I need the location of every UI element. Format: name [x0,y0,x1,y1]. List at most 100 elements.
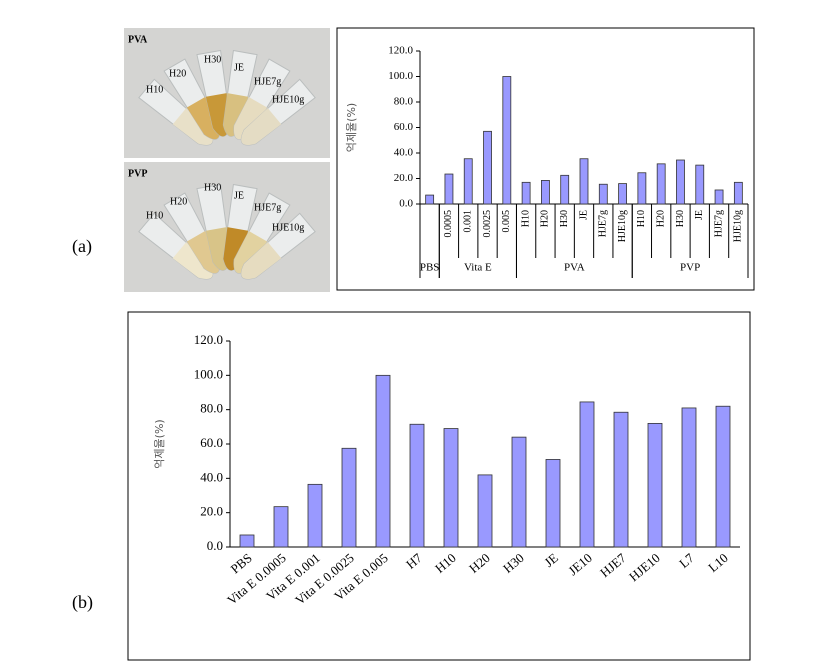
x-tick-label: H20 [655,210,666,227]
x-tick-label: L10 [705,550,731,575]
x-tick-label: HJE7 [597,550,629,580]
tube-liquid [241,108,282,145]
chart-frame [127,311,751,661]
bar [733,181,743,205]
panel-label: (b) [72,592,93,613]
x-tick-label: PBS [227,550,254,576]
bar [579,158,589,205]
bar [375,374,391,548]
y-tick-label: 20.0 [200,504,223,519]
x-tick-label: HJE10g [617,210,628,242]
bar [463,158,473,205]
tube-liquid [241,242,282,279]
bar [560,174,570,205]
tube-liquid [186,97,221,140]
tube-label: H30 [204,54,221,65]
y-tick-label: 120.0 [194,332,223,347]
tube-label: JE [234,190,244,201]
bar [681,407,697,548]
bar [647,422,663,548]
x-tick-label: HJE7g [713,210,724,237]
x-tick-label: 0.005 [501,210,512,233]
tube-label: HJE10g [272,94,304,105]
x-tick-label: H20 [540,210,551,227]
y-tick-label: 60.0 [394,121,414,133]
y-tick-label: 100.0 [194,366,223,381]
bar [613,411,629,548]
bar [409,423,425,548]
bar [239,534,255,548]
bar [307,483,323,548]
y-tick-label: 40.0 [394,147,414,159]
photo: PVA H10 H20 H30 JE HJE7g HJE10g [124,28,330,158]
bar [618,183,627,205]
bar [502,76,512,205]
tube-liquid [172,108,213,145]
panel-label: (a) [72,236,92,257]
y-tick-label: 60.0 [200,435,223,450]
bar [444,173,454,205]
x-tick-label: H30 [559,210,570,227]
tube-liquid [172,242,213,279]
bar [714,189,724,205]
x-tick-label: H20 [466,550,493,576]
y-tick-label: 40.0 [200,469,223,484]
tube-label: HJE7g [254,202,281,213]
bar [656,163,666,205]
group-label: PVP [680,262,700,274]
tube-liquid [223,227,249,271]
tube-label: H20 [169,68,186,79]
y-axis-label: 억제율(%) [153,419,166,468]
tube-label: H10 [146,84,163,95]
x-tick-label: H30 [675,210,686,227]
tube [240,78,316,146]
group-label: PVA [564,262,585,274]
bar [521,181,531,205]
bar [598,183,608,205]
bar [477,474,493,548]
x-tick-label: H30 [500,550,527,576]
tube-liquid [233,231,268,274]
x-tick-label: L7 [676,550,697,571]
chart-frame [336,27,755,291]
tube-label: H20 [170,196,187,207]
bar [637,172,647,205]
tube-liquid [233,97,268,140]
group-label: PBS [420,262,440,274]
y-axis-label: 억제율(%) [345,103,358,152]
bar [545,459,561,548]
tube [240,212,316,280]
x-tick-label: JE [578,210,589,220]
x-tick-label: HJE10g [733,210,744,242]
bar [541,180,550,205]
bar [425,194,435,205]
x-tick-label: HJE10 [626,550,663,584]
group-label: Vita E [464,262,492,274]
x-tick-label: 0.001 [463,210,474,233]
x-tick-label: JE [541,550,561,570]
bar [443,428,459,548]
x-tick-label: 0.0005 [443,210,454,238]
y-tick-label: 80.0 [200,401,223,416]
y-tick-label: 120.0 [388,45,413,57]
bar [273,506,289,548]
y-tick-label: 80.0 [394,96,414,108]
x-tick-label: H7 [403,550,425,572]
tube-label: HJE7g [254,76,281,87]
x-tick-label: JE10 [565,550,595,578]
tube-label: H30 [204,182,221,193]
tube-label: HJE10g [272,222,304,233]
y-tick-label: 0.0 [399,198,413,210]
photo-label: PVA [128,34,148,45]
y-tick-label: 100.0 [388,70,413,82]
bar [715,405,731,548]
x-tick-label: H10 [520,210,531,227]
x-tick-label: HJE7g [598,210,609,237]
bar [483,130,492,205]
y-tick-label: 0.0 [207,538,223,553]
x-tick-label: H10 [432,550,459,576]
x-tick-label: H10 [636,210,647,227]
tube-liquid [223,93,249,137]
bar [676,159,685,205]
